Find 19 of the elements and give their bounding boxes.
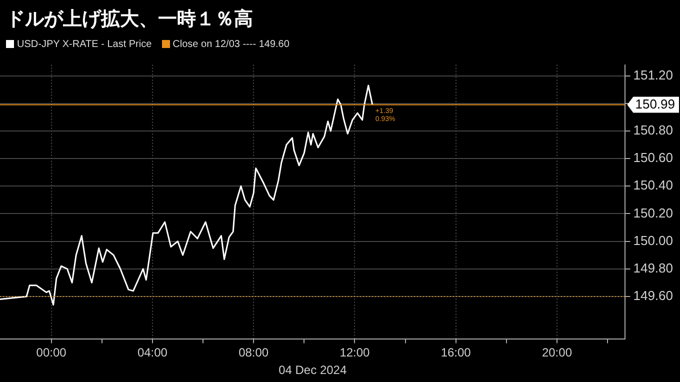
x-tick-label: 08:00 <box>238 346 269 360</box>
x-tick-label: 20:00 <box>542 346 572 360</box>
x-tick-label: 04:00 <box>137 346 168 360</box>
x-tick-label: 00:00 <box>36 346 67 360</box>
x-tick-label: 16:00 <box>440 346 472 360</box>
legend-label: Close on 12/03 ---- 149.60 <box>172 38 290 50</box>
y-tick-label: 150.80 <box>633 122 674 138</box>
ref-line-label: 150.99 <box>635 96 676 112</box>
x-tick-label: 12:00 <box>340 346 370 360</box>
legend-label: USD-JPY X-RATE - Last Price <box>16 38 152 50</box>
y-tick-label: 149.60 <box>633 288 674 304</box>
y-tick-label: 151.20 <box>633 67 674 82</box>
y-tick-label: 150.00 <box>633 232 674 248</box>
y-tick-label: 150.20 <box>633 205 674 220</box>
x-axis-title: 04 Dec 2024 <box>278 363 347 378</box>
y-tick-label: 150.60 <box>633 150 674 166</box>
chart-title: ドルが上げ拡大、一時１％高 <box>5 7 254 32</box>
y-tick-label: 150.40 <box>633 178 674 193</box>
y-tick-label: 149.80 <box>633 260 674 276</box>
